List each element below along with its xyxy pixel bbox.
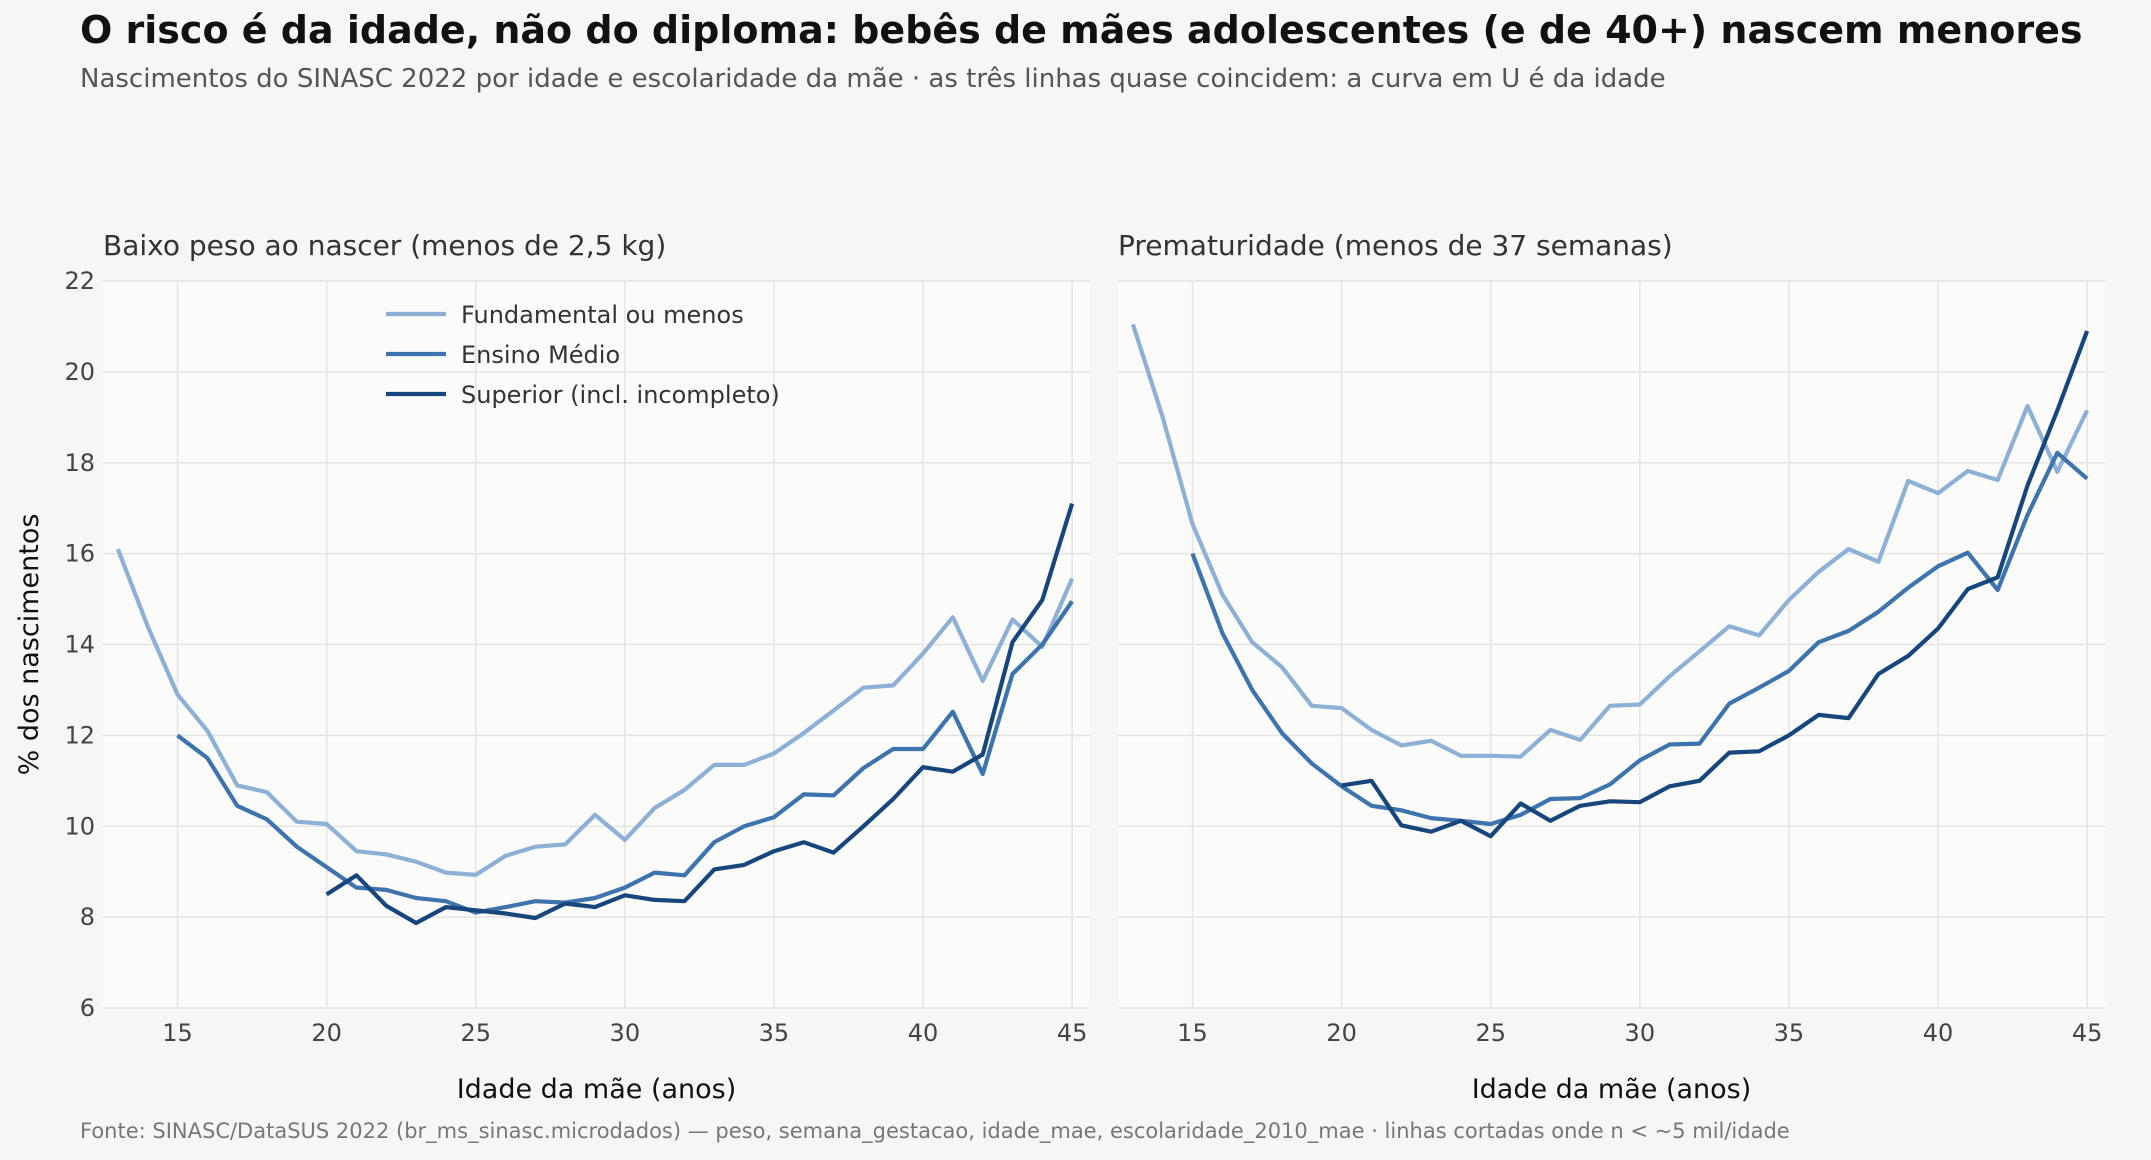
y-tick-label: 8: [80, 903, 95, 931]
x-tick-label: 15: [162, 1019, 193, 1047]
x-tick-label: 35: [759, 1019, 790, 1047]
x-tick-label: 35: [1774, 1019, 1805, 1047]
x-tick-label: 20: [311, 1019, 342, 1047]
x-tick-label: 30: [610, 1019, 641, 1047]
x-tick-label: 40: [908, 1019, 939, 1047]
x-tick-label: 15: [1177, 1019, 1208, 1047]
y-tick-label: 20: [64, 358, 95, 386]
chart-subtitle: Nascimentos do SINASC 2022 por idade e e…: [80, 64, 1666, 94]
panel-low-birthweight: 6 8 10 12 14 16 18 20 22 15 20 25 30 35 40 45 Baixo peso…: [14, 229, 1090, 1105]
y-tick-label: 12: [64, 721, 95, 749]
series-line: [176, 600, 1074, 915]
y-tick-label: 14: [64, 631, 95, 659]
series-line: [1341, 330, 2090, 839]
series-line: [325, 502, 1075, 926]
y-tick-label: 16: [64, 540, 95, 568]
x-axis-label: Idade da mãe (anos): [457, 1074, 737, 1105]
x-tick-label: 20: [1326, 1019, 1357, 1047]
x-tick-label: 45: [1057, 1019, 1088, 1047]
legend-label: Fundamental ou menos: [461, 301, 744, 329]
y-tick-label: 18: [64, 449, 95, 477]
x-tick-label: 25: [460, 1019, 491, 1047]
panel-prematurity: 15 20 25 30 35 40 45 Prematuridade (menos de 37…: [1118, 229, 2105, 1105]
legend: Fundamental ou menos Ensino Médio Superior…: [386, 301, 780, 409]
y-tick-label: 6: [80, 994, 95, 1022]
panel-title: Baixo peso ao nascer (menos de 2,5 kg): [103, 229, 666, 262]
x-tick-label: 40: [1923, 1019, 1954, 1047]
chart-title: O risco é da idade, não do diploma: bebê…: [80, 8, 2083, 52]
y-axis-label: % dos nascimentos: [14, 514, 45, 776]
x-tick-label: 30: [1625, 1019, 1656, 1047]
legend-label: Ensino Médio: [461, 341, 620, 369]
x-tick-label: 45: [2072, 1019, 2103, 1047]
x-tick-label: 25: [1475, 1019, 1506, 1047]
series-line: [115, 548, 1075, 878]
series-line: [1130, 323, 2089, 759]
legend-label: Superior (incl. incompleto): [461, 381, 780, 409]
x-axis-label: Idade da mãe (anos): [1472, 1074, 1752, 1105]
panel-title: Prematuridade (menos de 37 semanas): [1118, 229, 1673, 262]
y-tick-label: 10: [64, 812, 95, 840]
y-tick-label: 22: [64, 267, 95, 295]
source-footnote: Fonte: SINASC/DataSUS 2022 (br_ms_sinasc…: [80, 1119, 1790, 1143]
series-line: [1190, 450, 2089, 827]
